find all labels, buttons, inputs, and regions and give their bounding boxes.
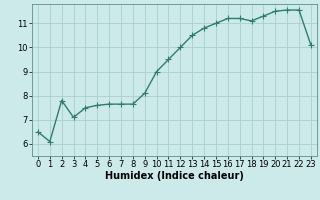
X-axis label: Humidex (Indice chaleur): Humidex (Indice chaleur) bbox=[105, 171, 244, 181]
